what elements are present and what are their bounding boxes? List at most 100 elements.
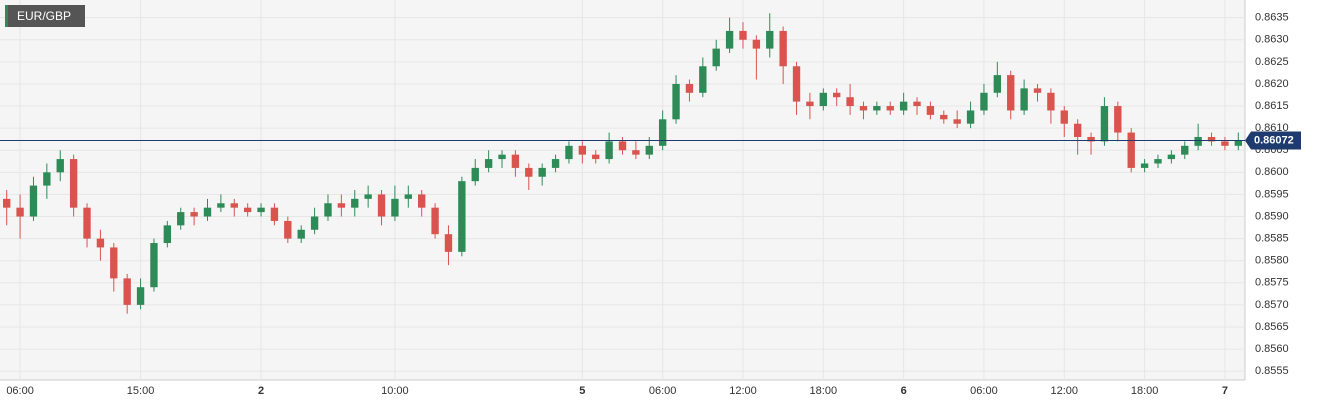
- x-tick-label: 18:00: [1131, 385, 1159, 397]
- candle-body: [725, 30, 734, 49]
- candle-body: [1154, 159, 1162, 164]
- candle-body: [324, 203, 332, 217]
- candle-body: [1007, 75, 1015, 111]
- candle-body: [364, 194, 372, 199]
- candle-body: [833, 92, 841, 98]
- candle-body: [1100, 106, 1109, 142]
- candle-body: [1181, 145, 1189, 155]
- candle-body: [752, 39, 761, 49]
- candle-body: [592, 154, 600, 160]
- x-tick-label: 2: [258, 385, 264, 397]
- candle-body: [1073, 123, 1082, 137]
- y-tick-label: 0.8585: [1255, 233, 1289, 245]
- candle-body: [859, 106, 868, 111]
- candle-body: [819, 92, 827, 107]
- y-tick-label: 0.8560: [1255, 343, 1289, 355]
- candle-body: [458, 181, 466, 252]
- candle-body: [29, 185, 38, 217]
- candle-body: [618, 141, 627, 151]
- candle-body: [284, 220, 292, 239]
- candle-body: [56, 159, 64, 173]
- x-tick-label: 12:00: [1051, 385, 1079, 397]
- candle-body: [351, 198, 359, 208]
- candle-body: [1033, 88, 1042, 93]
- candle-body: [1221, 141, 1229, 146]
- candle-body: [779, 30, 787, 67]
- candle-body: [431, 207, 439, 235]
- candle-body: [177, 212, 185, 226]
- title-badge: [5, 5, 85, 27]
- last-price-badge: [1245, 131, 1301, 150]
- y-tick-label: 0.8635: [1255, 12, 1289, 24]
- candle-body: [1047, 92, 1055, 111]
- y-tick-label: 0.8630: [1255, 34, 1289, 46]
- candle-body: [685, 83, 694, 93]
- candle-body: [1060, 110, 1068, 124]
- candle-body: [525, 167, 533, 177]
- chart-title: EUR/GBP: [17, 9, 71, 23]
- candle-body: [230, 203, 238, 208]
- candle-body: [1114, 106, 1122, 133]
- candle-body: [766, 30, 774, 49]
- candle-body: [69, 159, 78, 208]
- candle-body: [150, 243, 158, 288]
- candle-body: [873, 106, 881, 111]
- title-badge-accent: [5, 5, 8, 27]
- candle-body: [846, 97, 854, 107]
- candle-body: [498, 154, 506, 160]
- candle-body: [1087, 136, 1095, 142]
- candle-body: [913, 101, 921, 107]
- candle-body: [110, 247, 118, 279]
- candle-body: [391, 198, 399, 217]
- candle-body: [1127, 132, 1135, 168]
- x-tick-label: 7: [1222, 385, 1228, 397]
- candle-body: [43, 172, 51, 186]
- last-price-label: 0.86072: [1254, 134, 1294, 146]
- y-tick-label: 0.8590: [1255, 210, 1289, 222]
- candle-body: [551, 159, 560, 168]
- y-tick-label: 0.8570: [1255, 299, 1289, 311]
- candle-body: [1207, 136, 1216, 142]
- candle-body: [605, 141, 613, 160]
- candle-body: [1234, 140, 1242, 146]
- y-tick-label: 0.8620: [1255, 78, 1289, 90]
- candle-body: [257, 207, 265, 213]
- candle-body: [1140, 163, 1149, 168]
- candle-body: [1194, 136, 1202, 146]
- y-tick-label: 0.8555: [1255, 365, 1289, 377]
- candle-body: [270, 207, 279, 221]
- candle-body: [444, 234, 453, 252]
- candle-body: [511, 154, 520, 168]
- x-tick-label: 12:00: [729, 385, 757, 397]
- candle-body: [3, 198, 11, 208]
- candle-body: [96, 238, 105, 248]
- candle-body: [243, 207, 252, 213]
- y-tick-label: 0.8615: [1255, 100, 1289, 112]
- candle-body: [163, 225, 172, 244]
- candle-body: [578, 145, 587, 155]
- candle-body: [377, 194, 386, 217]
- x-tick-label: 5: [579, 385, 585, 397]
- candle-body: [953, 119, 961, 124]
- candle-body: [16, 207, 24, 217]
- x-tick-label: 18:00: [810, 385, 838, 397]
- candle-body: [899, 101, 908, 111]
- candle-body: [310, 216, 319, 230]
- y-tick-label: 0.8580: [1255, 255, 1289, 267]
- x-tick-label: 06:00: [649, 385, 677, 397]
- candle-body: [471, 167, 479, 182]
- candle-body: [484, 159, 493, 168]
- candle-body: [739, 30, 747, 40]
- candle-body: [217, 203, 225, 208]
- candle-body: [538, 167, 546, 177]
- candle-body: [712, 48, 720, 67]
- x-tick-label: 10:00: [381, 385, 409, 397]
- candle-body: [565, 145, 573, 160]
- candle-body: [83, 207, 91, 239]
- candle-body: [1167, 154, 1176, 160]
- candle-body: [940, 114, 948, 120]
- candle-body: [806, 101, 814, 107]
- candle-body: [418, 194, 426, 208]
- x-tick-label: 06:00: [970, 385, 998, 397]
